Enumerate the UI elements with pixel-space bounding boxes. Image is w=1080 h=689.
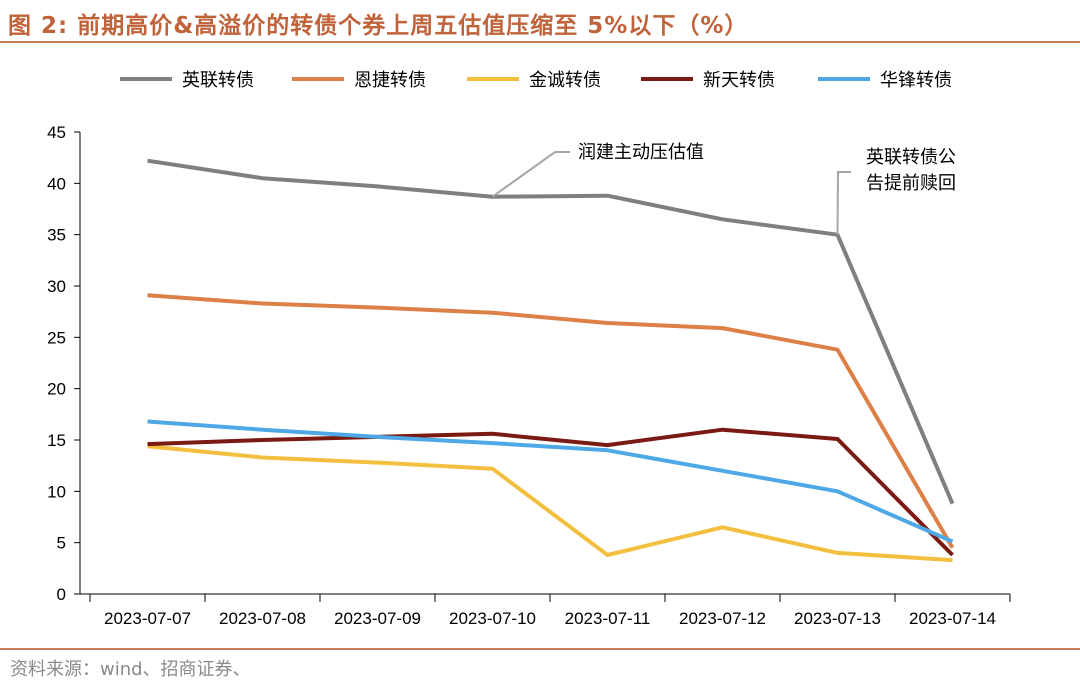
- y-tick-label: 35: [47, 226, 66, 245]
- figure-title: 图 2: 前期高价&高溢价的转债个券上周五估值压缩至 5%以下（%）: [8, 13, 749, 39]
- title-rule: [0, 41, 1080, 43]
- annotation-leader: [491, 151, 570, 198]
- y-tick-label: 15: [47, 431, 66, 450]
- y-tick-label: 10: [47, 482, 66, 501]
- source-note: 资料来源：wind、招商证券、: [10, 659, 251, 680]
- x-tick-label: 2023-07-09: [334, 609, 421, 628]
- y-tick-label: 0: [57, 585, 66, 604]
- x-tick-label: 2023-07-07: [104, 609, 191, 628]
- x-tick-label: 2023-07-10: [449, 609, 536, 628]
- series-line-1: [147, 158, 955, 505]
- series-line-4: [147, 427, 954, 557]
- y-tick-label: 40: [47, 174, 66, 193]
- x-tick-label: 2023-07-08: [219, 609, 306, 628]
- annotation-label: 英联转债公: [866, 147, 956, 167]
- annotation-label: 告提前赎回: [866, 173, 956, 193]
- legend-label: 华锋转债: [880, 70, 952, 90]
- series-line-3: [147, 444, 953, 563]
- y-tick-label: 20: [47, 380, 66, 399]
- y-tick-label: 45: [47, 123, 66, 142]
- series-line-2: [147, 293, 955, 549]
- x-tick-label: 2023-07-12: [679, 609, 766, 628]
- legend-label: 英联转债: [182, 70, 254, 90]
- y-tick-label: 25: [47, 328, 66, 347]
- annotation-label: 润建主动压估值: [578, 142, 704, 162]
- x-tick-label: 2023-07-11: [565, 609, 651, 628]
- source-rule: [0, 648, 1080, 650]
- y-tick-label: 5: [57, 534, 66, 553]
- legend-label: 恩捷转债: [354, 70, 426, 90]
- legend-label: 新天转债: [703, 70, 775, 90]
- y-tick-label: 30: [47, 277, 66, 296]
- x-tick-label: 2023-07-13: [794, 609, 881, 628]
- series-line-5: [147, 419, 954, 544]
- legend-label: 金诚转债: [529, 70, 601, 90]
- annotation-leader: [836, 171, 851, 235]
- x-tick-label: 2023-07-14: [909, 609, 996, 628]
